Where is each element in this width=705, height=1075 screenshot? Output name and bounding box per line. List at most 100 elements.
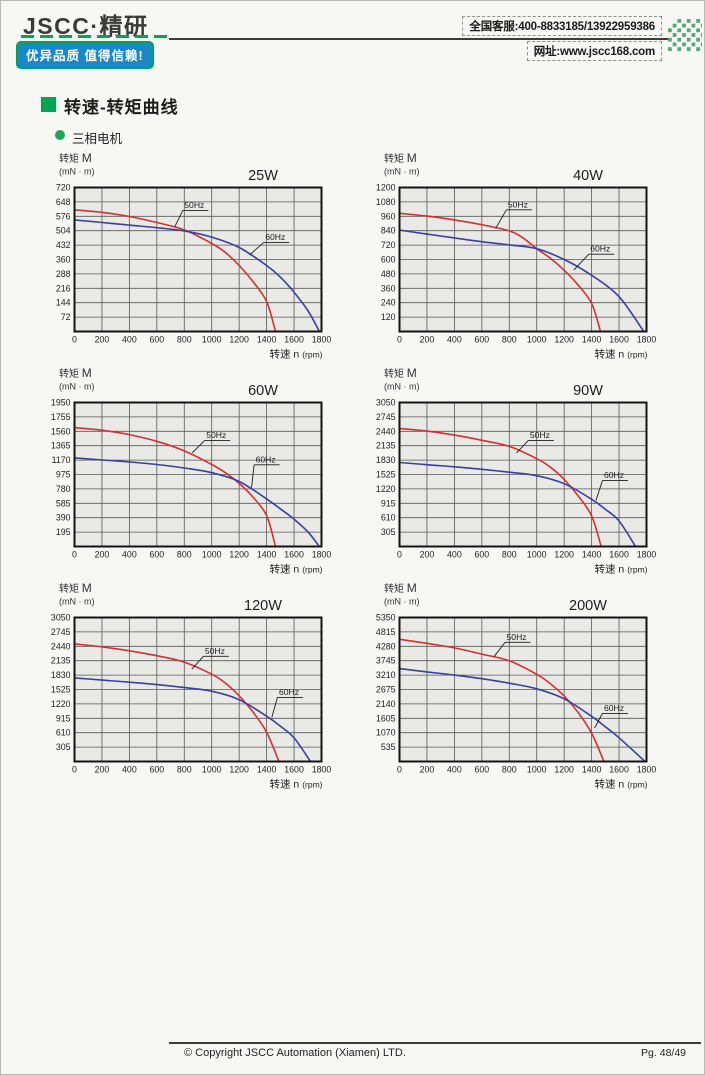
annotation-leader <box>573 253 590 271</box>
y-tick-label: 648 <box>56 197 71 207</box>
y-axis-label: 转矩 M <box>59 151 92 165</box>
y-tick-label: 1560 <box>51 426 71 436</box>
y-tick-label: 960 <box>381 211 396 221</box>
x-tick-label: 1600 <box>609 550 629 560</box>
x-tick-label: 600 <box>149 765 164 775</box>
torque-speed-plot: 转矩 M (mN · m) 120W 305 610 915 1220 1525 1830 213… <box>51 581 331 791</box>
y-tick-label: 720 <box>56 183 71 193</box>
y-tick-label: 2440 <box>51 641 71 651</box>
chart-60w: 转矩 M (mN · m) 60W 195 390 585 780 975 1170 1365 15… <box>39 364 371 579</box>
y-axis-unit: (mN · m) <box>59 382 95 392</box>
y-tick-label: 610 <box>56 728 71 738</box>
curve-60hz <box>74 677 312 762</box>
annotation-leader <box>594 713 603 729</box>
annotation-leader <box>174 210 184 228</box>
x-axis-label: 转速 n (rpm) <box>270 563 323 576</box>
x-tick-label: 1400 <box>257 335 277 345</box>
plot-border <box>73 186 323 333</box>
section-marker-square <box>41 97 56 112</box>
freq-annotation-label: 50Hz <box>206 430 226 440</box>
y-tick-label: 1365 <box>51 441 71 451</box>
grid-lines <box>399 402 647 547</box>
y-tick-label: 305 <box>381 527 396 537</box>
x-tick-label: 200 <box>420 335 435 345</box>
annotation-leader <box>495 209 507 229</box>
annotation-leader <box>191 440 206 454</box>
y-tick-label: 3050 <box>51 613 71 623</box>
annotation-leader <box>271 697 278 718</box>
brand-slogan-badge: 优异品质 值得信赖! <box>16 41 154 69</box>
x-tick-label: 1200 <box>229 765 249 775</box>
footer-rule <box>169 1042 701 1044</box>
y-axis-label: 转矩 M <box>384 366 417 380</box>
y-tick-label: 1525 <box>51 685 71 695</box>
company-logo: JSCC·精研 <box>23 13 149 39</box>
x-tick-label: 400 <box>122 335 137 345</box>
y-tick-label: 1220 <box>376 484 396 494</box>
x-tick-label: 600 <box>474 550 489 560</box>
x-tick-label: 200 <box>95 550 110 560</box>
x-tick-label: 1400 <box>257 765 277 775</box>
torque-speed-plot: 转矩 M (mN · m) 40W 120 240 360 480 600 720 840 960 1… <box>376 151 657 361</box>
chart-title: 25W <box>248 168 278 184</box>
y-axis-unit: (mN · m) <box>384 382 420 392</box>
plot-border <box>73 401 323 548</box>
freq-annotation-label: 50Hz <box>507 632 527 642</box>
freq-annotation-label: 50Hz <box>205 646 225 656</box>
x-tick-label: 1600 <box>284 765 304 775</box>
x-tick-label: 800 <box>502 335 517 345</box>
freq-annotation-label: 50Hz <box>184 200 204 210</box>
x-tick-label: 1800 <box>637 335 657 345</box>
chart-title: 90W <box>573 383 603 399</box>
x-tick-label: 1600 <box>284 550 304 560</box>
x-tick-label: 800 <box>177 550 192 560</box>
y-tick-label: 1170 <box>52 455 71 465</box>
y-tick-label: 4815 <box>376 627 396 637</box>
x-tick-label: 0 <box>72 550 77 560</box>
x-tick-label: 1000 <box>202 765 222 775</box>
chart-title: 40W <box>573 168 603 184</box>
y-tick-label: 535 <box>381 742 396 752</box>
x-tick-label: 1000 <box>527 550 547 560</box>
curve-60hz <box>399 667 646 762</box>
freq-annotation-label: 60Hz <box>256 454 276 464</box>
x-tick-label: 600 <box>149 550 164 560</box>
bullet-icon <box>55 130 65 140</box>
y-tick-label: 2745 <box>376 412 396 422</box>
y-axis-unit: (mN · m) <box>384 167 420 177</box>
y-tick-label: 1950 <box>51 398 71 408</box>
x-tick-label: 800 <box>177 765 192 775</box>
x-axis-label: 转速 n (rpm) <box>595 778 648 791</box>
annotation-leader <box>595 480 603 501</box>
y-tick-label: 840 <box>381 226 396 236</box>
x-tick-label: 800 <box>502 550 517 560</box>
y-tick-label: 1605 <box>376 713 396 723</box>
y-tick-label: 1525 <box>376 470 396 480</box>
y-tick-label: 432 <box>56 240 71 250</box>
curve-60hz <box>74 219 321 332</box>
freq-annotation-label: 60Hz <box>279 687 299 697</box>
x-tick-label: 1200 <box>554 550 574 560</box>
x-axis-label: 转速 n (rpm) <box>270 778 323 791</box>
y-tick-label: 720 <box>381 240 396 250</box>
y-tick-label: 72 <box>61 312 71 322</box>
y-tick-label: 3210 <box>376 670 396 680</box>
x-tick-label: 600 <box>474 765 489 775</box>
x-tick-label: 0 <box>397 335 402 345</box>
x-tick-label: 1800 <box>637 765 657 775</box>
x-tick-label: 400 <box>122 550 137 560</box>
x-tick-label: 1000 <box>202 550 222 560</box>
x-axis-label: 转速 n (rpm) <box>270 348 323 361</box>
y-tick-label: 390 <box>56 513 71 523</box>
y-tick-label: 1755 <box>51 412 71 422</box>
chart-title: 200W <box>569 598 607 614</box>
x-tick-label: 200 <box>95 335 110 345</box>
grid-lines <box>74 402 322 547</box>
y-tick-label: 1220 <box>51 699 71 709</box>
y-axis-unit: (mN · m) <box>384 597 420 607</box>
y-axis-label: 转矩 M <box>384 581 417 595</box>
y-tick-label: 360 <box>381 283 396 293</box>
annotation-leader <box>251 464 255 488</box>
curve-50hz <box>74 426 277 547</box>
x-tick-label: 1800 <box>637 550 657 560</box>
